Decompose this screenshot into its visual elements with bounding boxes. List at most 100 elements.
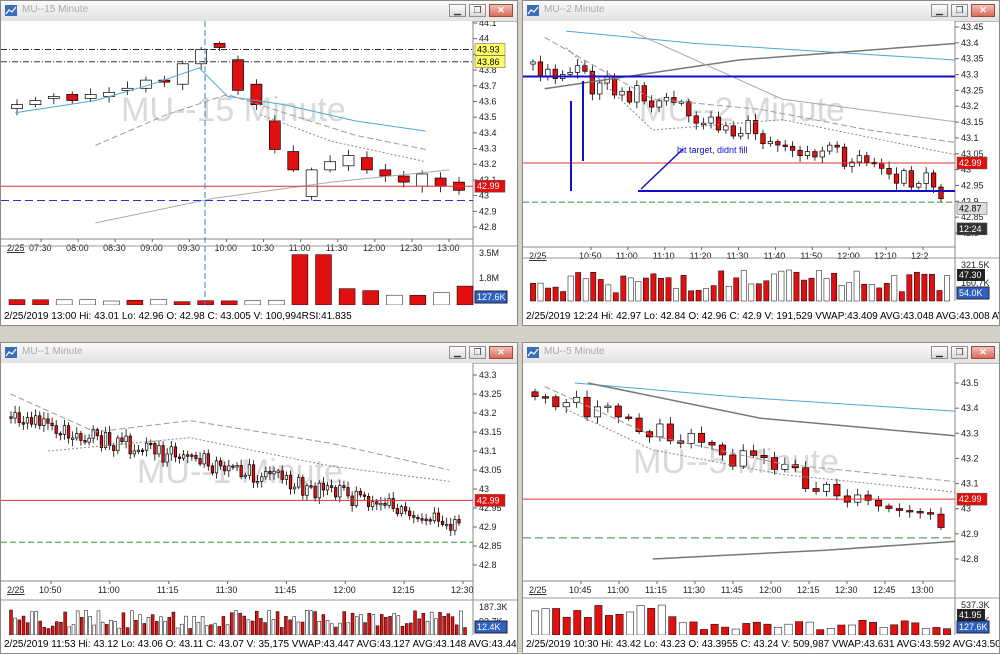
candle-down [834,144,840,148]
volume-bar [733,277,740,302]
volume-bar [205,625,209,635]
volume-bar [180,623,184,635]
date-label: 2/25 [529,251,547,261]
price-tag [956,222,988,236]
candle-down [708,442,716,446]
chart-window-15min[interactable]: MU--15 Minute ▁ ❐ ✕ MU--15 Minute 44.1 44 4… [0,0,518,326]
candle-up [745,119,751,134]
volume-tag [956,286,990,300]
close-button[interactable]: ✕ [489,346,513,359]
volume-bar [605,284,612,302]
candle-down [812,151,818,158]
volume-bar [673,288,679,302]
volume-bar [109,619,113,635]
price-tick-label: 43.1 [479,175,497,185]
price-tag-label: 43.86 [477,57,500,67]
volume-bar [291,254,309,305]
volume-bar [816,270,822,302]
candle-up [276,470,280,473]
price-tick-label: 43.4 [961,403,979,413]
volume-bar [921,273,928,302]
volume-bar [932,627,941,635]
price-chart[interactable]: MU--15 Minute44.14443.943.843.743.643.54… [1,21,517,305]
candle-down [232,59,244,91]
price-chart[interactable]: MU--2 Minute43.4543.443.3543.343.2543.24… [523,21,999,305]
candle-up [923,172,929,184]
volume-bar [155,621,159,635]
title-bar[interactable]: MU--15 Minute ▁ ❐ ✕ [1,1,517,22]
candle-up [656,423,664,438]
volume-bar [375,625,380,635]
candle-up [432,512,436,521]
chart-app-icon [5,5,17,16]
volume-bar [438,612,442,635]
volume-bar [150,614,155,635]
candle-down [552,68,558,79]
volume-bar [755,283,762,302]
candle-down [361,157,373,171]
title-bar[interactable]: MU--1 Minute ▁ ❐ ✕ [1,343,517,364]
time-tick-label: 12:15 [392,585,415,595]
volume-bar [329,623,334,635]
volume-bar [816,629,825,635]
chart-window-5min[interactable]: MU--5 Minute ▁ ❐ ✕ MU--5 Minute 43.5 43.4 4… [522,342,1000,654]
chart-window-1min[interactable]: MU--1 Minute ▁ ❐ ✕ MU--1 Minute 43.3 43.25… [0,342,518,654]
candle-down [54,425,58,434]
candle-up [284,474,288,480]
volume-bar [929,273,935,302]
candle-up [124,435,128,443]
volume-bar [296,621,301,635]
price-chart[interactable]: MU--1 Minute43.343.2543.243.1543.143.054… [1,363,517,635]
chart-window-2min[interactable]: MU--2 Minute ▁ ❐ ✕ MU--2 Minute 43.45 43.4… [522,0,1000,326]
price-tick-label: 42.9 [479,206,497,216]
close-button[interactable]: ✕ [489,4,513,17]
vwap-line [15,67,426,132]
candle-down [21,422,25,425]
volume-bar [891,275,898,302]
restore-button[interactable]: ❐ [469,346,486,359]
volume-bar [196,622,201,635]
time-tick-label: 12:30 [835,585,858,595]
minimize-button[interactable]: ▁ [931,4,948,17]
candle-up [916,183,922,188]
restore-button[interactable]: ❐ [951,346,968,359]
volume-bar [778,270,785,302]
price-tag-label: 42.99 [477,181,500,191]
title-bar[interactable]: MU--5 Minute ▁ ❐ ✕ [523,343,999,364]
volume-bar [142,623,147,635]
restore-button[interactable]: ❐ [951,4,968,17]
date-label: 2/25 [7,585,25,595]
minimize-button[interactable]: ▁ [931,346,948,359]
close-button[interactable]: ✕ [971,346,995,359]
candle-up [25,417,30,424]
volume-bar [334,626,338,635]
title-bar[interactable]: MU--2 Minute ▁ ❐ ✕ [523,1,999,22]
volume-bar [117,627,122,635]
volume-bar [192,615,196,635]
candle-down [718,444,726,456]
volume-bar [906,274,913,302]
close-button[interactable]: ✕ [971,4,995,17]
volume-bar [808,277,815,302]
price-chart[interactable]: MU--5 Minute43.543.443.343.243.14342.942… [523,363,999,635]
price-tick-label: 43.7 [479,81,497,91]
moving-average-line-short [565,408,956,493]
volume-bar [853,270,860,302]
window-title: MU--2 Minute [544,4,605,15]
candle-up [13,412,17,419]
volume-bar [321,614,326,635]
candle-down [552,396,560,408]
minimize-button[interactable]: ▁ [449,4,466,17]
volume-bar [943,628,951,635]
price-tick-label: 43.25 [479,389,502,399]
candle-down [420,518,424,521]
candle-down [358,490,362,496]
minimize-button[interactable]: ▁ [449,346,466,359]
restore-button[interactable]: ❐ [469,4,486,17]
close-icon: ✕ [979,5,987,15]
candle-up [604,405,612,408]
time-tick-label: 12:2 [911,251,929,261]
window-title: MU--1 Minute [22,346,83,357]
volume-bar [121,612,126,635]
volume-bar [583,617,592,635]
